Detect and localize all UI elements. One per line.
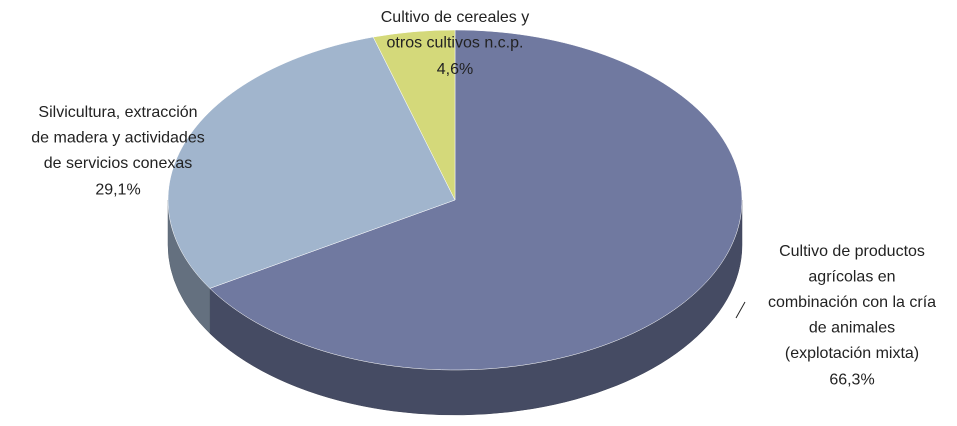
slice-label: Cultivo de productos agrícolas en combinac… bbox=[768, 243, 936, 362]
value-label: 66,3% bbox=[829, 372, 874, 389]
value-label: 4,6% bbox=[437, 61, 473, 78]
slice bbox=[209, 29, 743, 371]
slice bbox=[372, 29, 456, 201]
slice bbox=[167, 36, 456, 289]
slice-label: Silvicultura, extracción de madera y acti… bbox=[31, 104, 204, 172]
value-label: 29,1% bbox=[95, 182, 140, 199]
leader-line bbox=[735, 301, 746, 319]
slice-label: Cultivo de cereales y otros cultivos n.c.… bbox=[381, 9, 530, 52]
